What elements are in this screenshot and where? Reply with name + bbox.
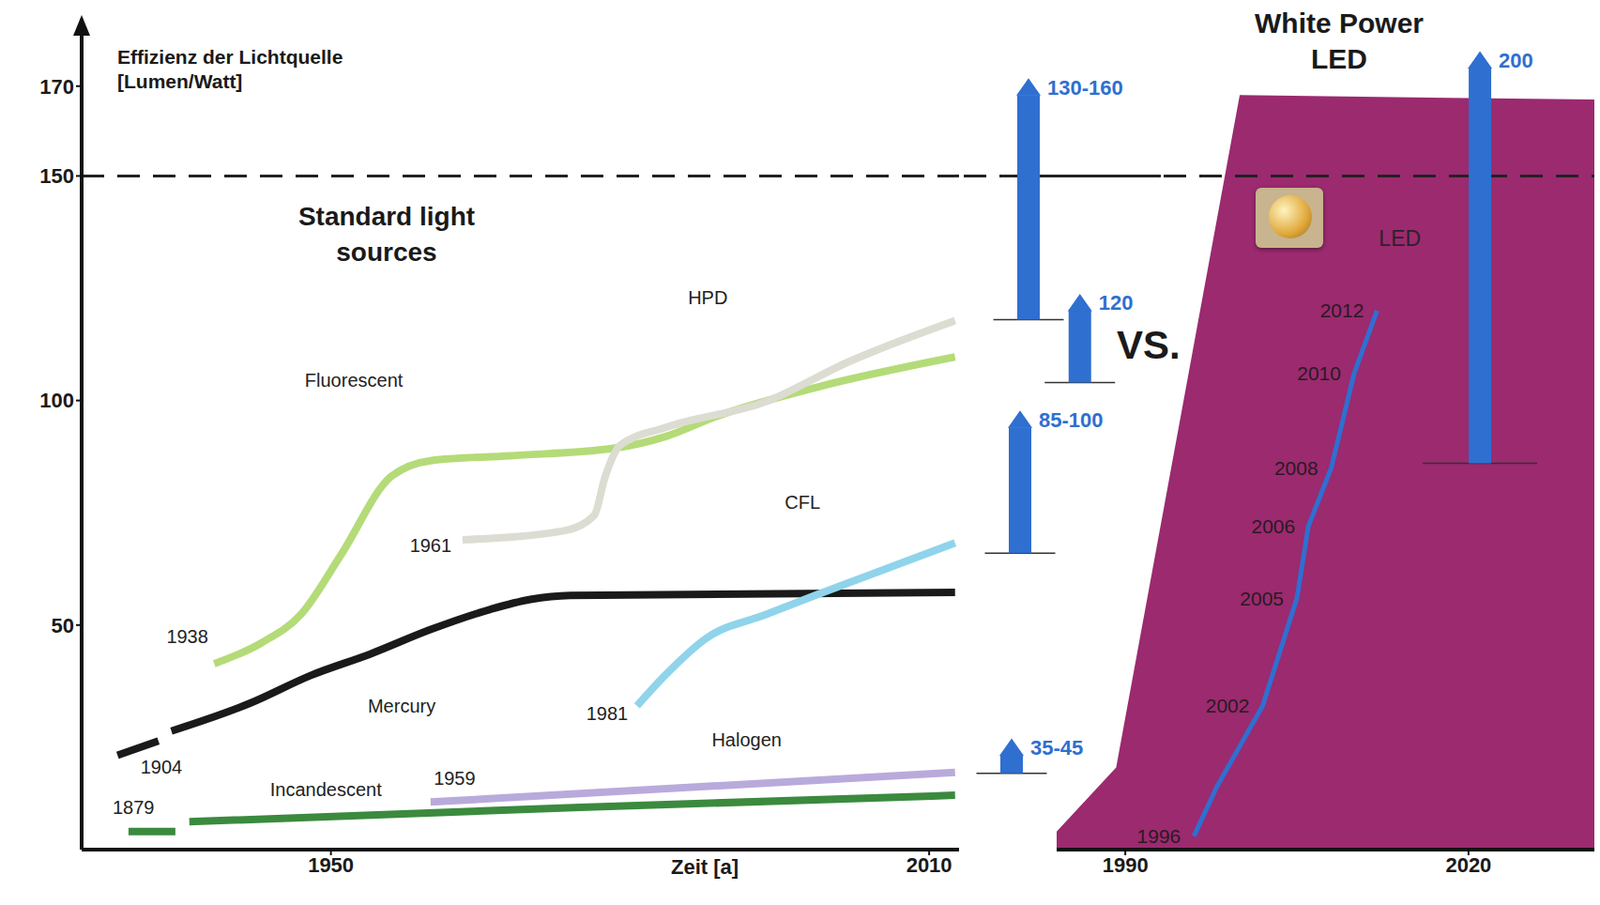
html-text:Effizienz der Lichtquelle: Effizienz der Lichtquelle [117,45,343,68]
svg-text:1996: 1996 [1137,824,1182,847]
svg-text:2006: 2006 [1250,515,1296,537]
svg-text:1981: 1981 [586,702,629,724]
svg-text:1879: 1879 [112,796,155,818]
svg-text:Fluorescent: Fluorescent [304,369,404,391]
html-text:VS.: VS. [1116,322,1181,367]
svg-text:2005: 2005 [1239,587,1284,610]
svg-text:1938: 1938 [166,625,209,647]
svg-text:1904: 1904 [140,756,183,778]
svg-text:CFL: CFL [784,491,821,513]
svg-text:Mercury: Mercury [367,695,436,717]
html-text:White Power LED: White Power LED [1254,7,1424,75]
svg-text:2002: 2002 [1205,694,1250,717]
svg-text:1950: 1950 [307,853,354,877]
svg-text:2012: 2012 [1320,299,1365,321]
svg-text:Incandescent: Incandescent [270,778,382,800]
svg-text:85-100: 85-100 [1038,408,1104,432]
html-text:Standard light sources: Standard light sources [298,201,475,267]
svg-text:100: 100 [39,388,75,412]
svg-text:1990: 1990 [1102,853,1149,877]
svg-text:Halogen: Halogen [711,729,782,750]
svg-text:2010: 2010 [1296,362,1341,384]
html-text:[Lumen/Watt]: [Lumen/Watt] [117,70,243,92]
svg-text:2008: 2008 [1274,457,1319,479]
svg-text:1959: 1959 [433,767,476,789]
svg-text:2020: 2020 [1445,853,1492,877]
svg-text:HPD: HPD [687,287,728,308]
html-text:Zeit [a]: Zeit [a] [670,854,739,879]
svg-text:LED: LED [1378,226,1421,251]
svg-text:150: 150 [39,164,75,188]
svg-text:200: 200 [1498,48,1534,73]
svg-text:120: 120 [1098,290,1134,315]
svg-text:2010: 2010 [906,853,953,877]
svg-text:130-160: 130-160 [1047,76,1124,100]
svg-text:35-45: 35-45 [1030,735,1083,760]
svg-text:50: 50 [51,613,75,638]
svg-text:1961: 1961 [410,534,453,556]
svg-text:170: 170 [39,75,75,99]
